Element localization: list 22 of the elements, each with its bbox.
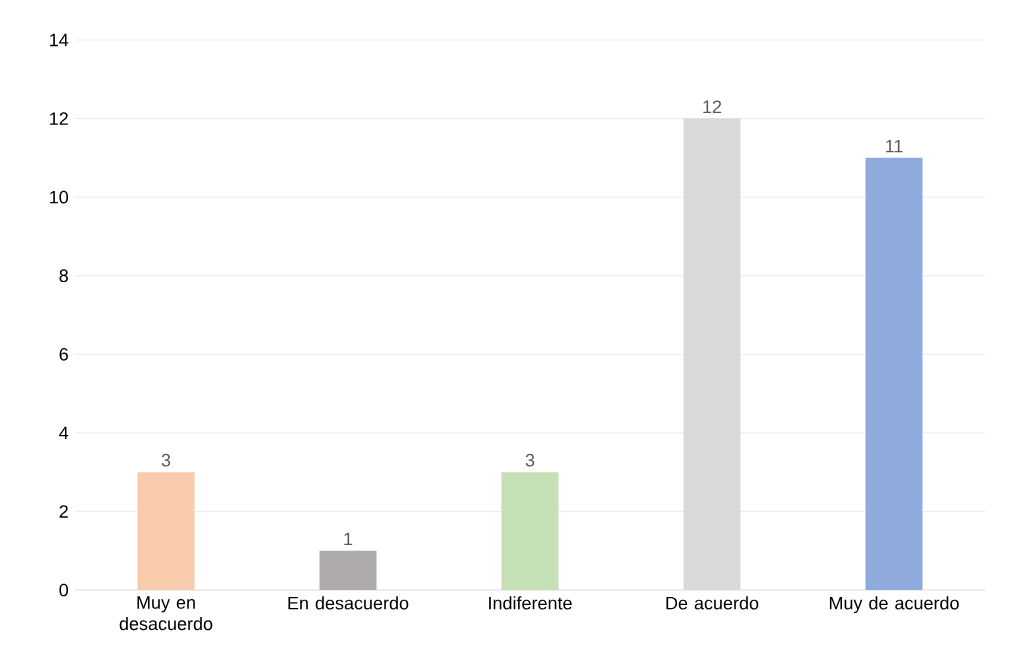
x-tick-label: Muy de acuerdo	[829, 596, 959, 614]
data-label: 12	[703, 100, 722, 113]
y-tick-label: 8	[59, 269, 68, 283]
y-tick-label: 4	[59, 426, 69, 440]
y-tick-label: 14	[50, 33, 69, 47]
bar	[319, 550, 377, 590]
bar	[137, 472, 195, 590]
data-label: 1	[344, 532, 353, 546]
x-tick-label: En desacuerdo	[288, 596, 409, 610]
bar	[865, 157, 923, 590]
y-tick-label: 2	[59, 505, 68, 518]
bar	[501, 472, 559, 590]
y-tick-label: 10	[50, 190, 69, 204]
x-tick-label: De acuerdo	[666, 596, 759, 610]
x-tick-label: Muy en desacuerdo	[119, 596, 213, 631]
y-tick-label: 12	[50, 112, 68, 125]
data-label: 3	[525, 453, 535, 467]
y-tick-label: 6	[59, 347, 68, 361]
data-label: 11	[886, 139, 903, 153]
data-label: 3	[161, 453, 171, 467]
y-tick-label: 0	[59, 583, 69, 597]
x-tick-label: Indiferente	[489, 596, 572, 610]
